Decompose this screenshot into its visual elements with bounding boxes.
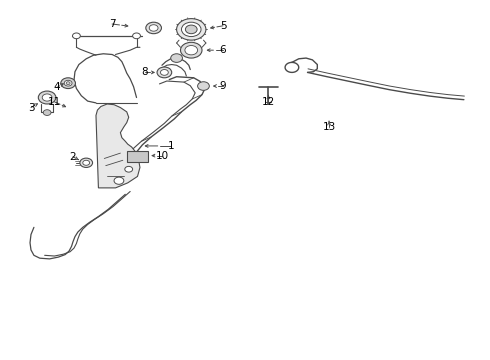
Text: 7: 7 bbox=[109, 19, 116, 29]
Text: 6: 6 bbox=[220, 45, 226, 55]
Circle shape bbox=[42, 94, 52, 101]
Circle shape bbox=[133, 33, 141, 39]
Text: 3: 3 bbox=[27, 103, 34, 113]
Circle shape bbox=[64, 80, 72, 86]
Circle shape bbox=[197, 82, 209, 90]
Text: 8: 8 bbox=[142, 67, 148, 77]
Circle shape bbox=[185, 25, 197, 34]
Text: 5: 5 bbox=[220, 21, 226, 31]
Circle shape bbox=[171, 54, 182, 62]
Circle shape bbox=[181, 22, 201, 37]
Text: 9: 9 bbox=[220, 81, 226, 91]
Circle shape bbox=[180, 42, 202, 58]
Circle shape bbox=[73, 33, 80, 39]
Circle shape bbox=[157, 67, 171, 78]
Text: 11: 11 bbox=[48, 97, 61, 107]
Circle shape bbox=[185, 45, 197, 55]
Circle shape bbox=[61, 78, 75, 89]
Polygon shape bbox=[96, 104, 140, 188]
Circle shape bbox=[125, 166, 133, 172]
Circle shape bbox=[83, 160, 90, 165]
Circle shape bbox=[43, 110, 51, 116]
Circle shape bbox=[146, 22, 161, 34]
Text: 4: 4 bbox=[53, 82, 60, 93]
Text: 13: 13 bbox=[322, 122, 336, 132]
Bar bbox=[127, 151, 148, 162]
Text: 10: 10 bbox=[155, 150, 169, 161]
Circle shape bbox=[149, 25, 158, 31]
Text: 12: 12 bbox=[262, 97, 275, 107]
Circle shape bbox=[160, 69, 168, 75]
Circle shape bbox=[80, 158, 93, 167]
Text: 1: 1 bbox=[168, 141, 174, 151]
Text: 2: 2 bbox=[70, 152, 76, 162]
Circle shape bbox=[38, 91, 56, 104]
Circle shape bbox=[66, 82, 70, 85]
Circle shape bbox=[114, 177, 124, 184]
Circle shape bbox=[176, 19, 206, 40]
